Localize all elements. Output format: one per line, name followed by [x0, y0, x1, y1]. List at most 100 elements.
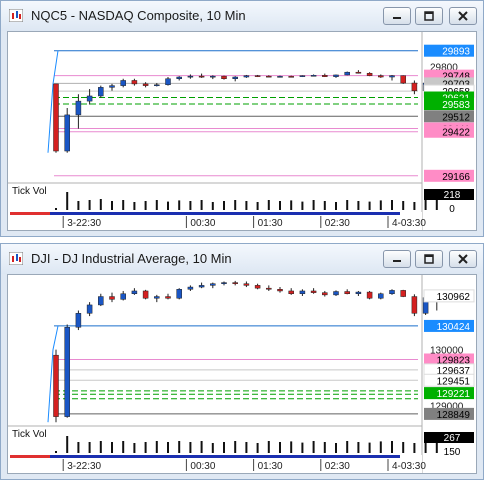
candle-body [154, 84, 160, 87]
session-trace-line [47, 325, 59, 423]
candle-body [366, 291, 373, 299]
chart-window-dji: DJI - DJ Industrial Average, 10 Min 1300… [0, 243, 484, 480]
volume-bar [178, 441, 181, 453]
volume-bar [357, 442, 360, 453]
chart-area-dji[interactable]: 130000 129000 130962 130424 129823 129637 1294… [7, 274, 477, 474]
volume-bar [223, 201, 225, 210]
close-icon [458, 11, 468, 21]
price-tag-label: 29166 [442, 172, 470, 183]
time-axis-panel [8, 455, 422, 473]
price-tag [424, 98, 474, 111]
price-axis-label: 129000 [430, 401, 464, 412]
window-title: NQC5 - NASDAQ Composite, 10 Min [31, 8, 246, 23]
candle-body [411, 82, 418, 92]
volume-bar [133, 443, 136, 453]
volume-bar [144, 442, 147, 453]
volume-bar [368, 201, 371, 210]
volume-bar [402, 201, 405, 210]
minimize-button[interactable] [383, 250, 411, 268]
volume-bar [323, 201, 326, 210]
price-tag [423, 373, 475, 387]
volume-bar [66, 192, 69, 210]
candle-body [165, 296, 171, 299]
candle-body [411, 296, 418, 314]
candle-body [254, 285, 261, 289]
candle-body [176, 76, 182, 79]
time-axis-label: 4-03:30 [392, 461, 426, 472]
candle-body [86, 304, 93, 314]
price-tag [424, 353, 474, 366]
candle-body [98, 296, 104, 306]
volume-bar [111, 201, 113, 210]
volume-bar [245, 442, 248, 453]
close-button[interactable] [449, 7, 477, 25]
time-axis-label: 00:30 [190, 218, 215, 229]
candle-body [333, 291, 339, 296]
close-button[interactable] [449, 250, 477, 268]
session-trace-line [47, 50, 59, 153]
volume-bar [211, 443, 214, 453]
candle-body [378, 293, 384, 299]
maximize-button[interactable] [415, 250, 443, 268]
volume-bar [122, 441, 125, 453]
volume-bar [368, 442, 371, 453]
chart-area-nasdaq[interactable]: 2980029893297482970329658296212958329512… [7, 31, 477, 231]
candle-body [378, 75, 384, 78]
price-tag [423, 289, 475, 303]
volume-bar [323, 442, 326, 453]
candle-body [75, 100, 82, 116]
candle-body [75, 313, 82, 328]
minimize-button[interactable] [383, 7, 411, 25]
time-axis-label: 3-22:30 [67, 218, 101, 229]
volume-bar [189, 442, 192, 453]
volume-bar [256, 443, 259, 453]
candle-body [131, 290, 138, 295]
time-axis-panel [8, 212, 422, 230]
price-tag [424, 110, 474, 123]
candle-body [131, 80, 138, 85]
volume-bar [99, 199, 102, 210]
volume-bar [379, 200, 382, 210]
candle-body [221, 75, 227, 79]
volume-bar [290, 200, 293, 210]
candle-body [232, 76, 238, 79]
volume-min-label: 0 [449, 204, 455, 215]
volume-bar [279, 201, 281, 210]
volume-bar [312, 200, 315, 210]
volume-bar [55, 208, 57, 210]
chart-svg-nasdaq[interactable]: 2980029893297482970329658296212958329512… [8, 32, 476, 230]
session-bar-red [10, 455, 50, 458]
volume-bar [435, 439, 438, 453]
title-bar[interactable]: DJI - DJ Industrial Average, 10 Min [1, 244, 483, 274]
candle-body [266, 75, 272, 78]
candle-body [310, 290, 317, 293]
price-tag-label: 129221 [437, 389, 471, 400]
volume-bar [256, 202, 259, 210]
volume-bar [267, 200, 270, 210]
time-axis-label: 02:30 [325, 218, 350, 229]
candle-body [53, 83, 59, 152]
maximize-button[interactable] [415, 7, 443, 25]
volume-bar [122, 200, 125, 210]
candle-body [266, 287, 272, 290]
price-tag-label: 130424 [437, 322, 471, 333]
volume-bar [189, 201, 192, 210]
candle-body [400, 75, 406, 84]
candle-body [288, 76, 294, 78]
candle-body [165, 78, 171, 86]
candle-body [389, 290, 395, 295]
volume-bar [144, 201, 147, 210]
volume-title: Tick Vol [12, 429, 47, 440]
price-tag-label: 129823 [437, 355, 471, 366]
candle-body [243, 75, 250, 78]
volume-bar [346, 441, 349, 453]
candle-body [366, 72, 373, 76]
candle-body [344, 291, 350, 295]
price-tag [424, 125, 474, 138]
candle-body [400, 290, 406, 297]
chart-svg-dji[interactable]: 130000 129000 130962 130424 1298231296371294… [8, 275, 476, 473]
volume-tag-label: 267 [444, 433, 461, 444]
title-bar[interactable]: NQC5 - NASDAQ Composite, 10 Min [1, 1, 483, 31]
candle-body [355, 291, 362, 295]
candle-body [221, 282, 227, 284]
